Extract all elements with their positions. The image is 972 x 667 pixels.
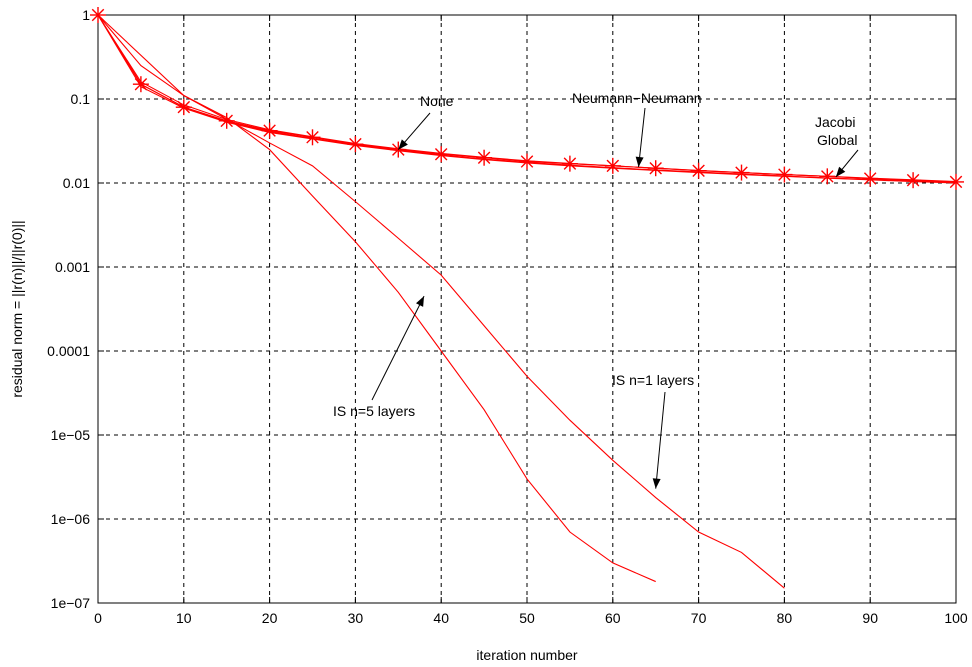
- annotation-4: IS n=5 layers: [333, 295, 425, 419]
- annotation-arrow-line: [371, 295, 425, 401]
- annotation-arrow-line: [655, 391, 666, 489]
- x-tick-label: 50: [519, 610, 535, 626]
- annotation-label: IS n=1 layers: [612, 372, 694, 388]
- axis-ticks: 0 10 20 30 40 50 60 70 80 90 100 1 0.1 0.01 0.001 0.000…: [47, 7, 968, 626]
- y-tick-label: 0.001: [55, 259, 90, 275]
- annotation-arrowhead: [652, 478, 661, 489]
- x-tick-label: 90: [862, 610, 878, 626]
- y-tick-label: 1: [82, 7, 90, 23]
- annotation-label: IS n=5 layers: [333, 403, 415, 419]
- y-tick-label: 0.0001: [47, 343, 90, 359]
- y-tick-label: 1e−07: [51, 595, 91, 611]
- annotation-arrowhead: [835, 166, 846, 177]
- x-tick-label: 100: [944, 610, 968, 626]
- series-line: [97, 14, 957, 183]
- y-tick-label: 0.01: [63, 175, 90, 191]
- y-tick-label: 1e−05: [51, 427, 91, 443]
- grid: [98, 15, 956, 603]
- x-tick-label: 20: [262, 610, 278, 626]
- x-tick-label: 40: [433, 610, 449, 626]
- annotation-arrowhead: [398, 139, 408, 150]
- marker-stroke: [220, 114, 233, 128]
- x-axis-label: iteration number: [476, 647, 578, 663]
- annotation-3: Global: [817, 132, 859, 178]
- marker-stroke: [434, 147, 448, 161]
- marker-stroke: [520, 155, 534, 168]
- x-tick-label: 30: [348, 610, 364, 626]
- series-3: [97, 14, 957, 184]
- marker-stroke: [349, 137, 362, 151]
- series-5: [97, 14, 785, 589]
- annotation-arrowhead: [415, 296, 425, 307]
- annotation-label: Jacobi: [815, 114, 855, 130]
- annotation-arrowhead: [635, 156, 644, 168]
- series-line: [97, 14, 957, 184]
- annotation-5: IS n=1 layers: [612, 372, 694, 489]
- annotation-label: None: [420, 93, 454, 109]
- y-tick-label: 0.1: [71, 91, 91, 107]
- annotation-2: Jacobi: [815, 114, 855, 130]
- annotation-label: Neumann−Neumann: [572, 90, 702, 106]
- x-tick-label: 0: [94, 610, 102, 626]
- series-layer: [90, 7, 964, 589]
- x-tick-label: 60: [605, 610, 621, 626]
- annotation-0: None: [397, 93, 454, 150]
- annotation-1: Neumann−Neumann: [572, 90, 702, 168]
- annotation-label: Global: [817, 132, 857, 148]
- series-line: [97, 14, 785, 589]
- x-tick-label: 10: [176, 610, 192, 626]
- marker-stroke: [263, 124, 276, 137]
- series-1: [97, 14, 957, 183]
- y-axis-label: residual norm = ||r(n)||/||r(0)||: [9, 220, 25, 397]
- x-tick-label: 70: [691, 610, 707, 626]
- annotations-layer: None Neumann−Neumann Jacobi Global IS n=5 la…: [333, 90, 859, 489]
- x-tick-label: 80: [777, 610, 793, 626]
- y-tick-label: 1e−06: [51, 511, 91, 527]
